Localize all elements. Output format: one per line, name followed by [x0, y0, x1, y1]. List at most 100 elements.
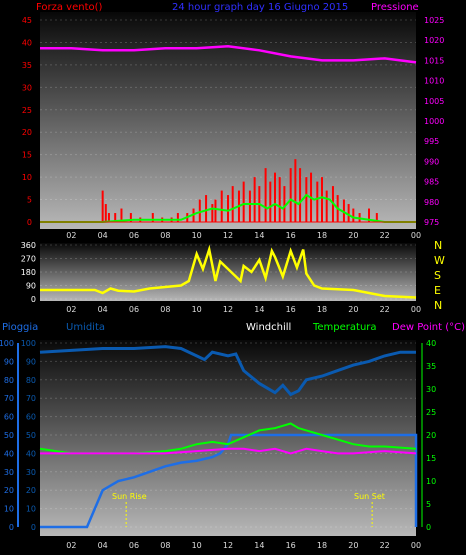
dir-label-s: S	[434, 269, 441, 282]
wind-x-tick-label: 08	[160, 231, 170, 240]
sunrise-label: Sun Rise	[112, 492, 147, 501]
direction-y-tick-label: 270	[21, 255, 36, 264]
pressure-y-tick-label: 975	[424, 218, 439, 227]
humidity-y-tick-label: 10	[26, 505, 36, 514]
rain-y-tick-label: 80	[4, 376, 14, 385]
pressure-axis-title: Pressione	[371, 2, 419, 13]
dir-label-n-bottom: N	[434, 299, 442, 312]
graph-title: 24 hour graph day 16 Giugno 2015	[172, 2, 348, 13]
climate-x-tick-label: 08	[160, 541, 170, 550]
wind-x-tick-label: 04	[98, 231, 108, 240]
direction-y-tick-label: 360	[21, 241, 36, 250]
rain-y-tick-label: 50	[4, 431, 14, 440]
climate-plot-area	[40, 340, 416, 536]
humidity-title: Umidita	[66, 322, 105, 333]
wind-y-tick-label: 10	[22, 173, 32, 182]
wind-bar	[289, 168, 292, 222]
wind-x-tick-label: 02	[66, 231, 76, 240]
humidity-y-tick-label: 90	[26, 357, 36, 366]
rain-y-tick-label: 10	[4, 505, 14, 514]
dir-label-e: E	[434, 284, 441, 297]
rain-y-tick-label: 90	[4, 357, 14, 366]
climate-x-tick-label: 22	[380, 541, 390, 550]
direction-x-tick-label: 00	[411, 305, 421, 314]
rain-y-tick-label: 30	[4, 468, 14, 477]
wind-bar	[269, 181, 272, 222]
temperature-series-line	[39, 422, 417, 455]
direction-x-tick-label: 16	[286, 305, 296, 314]
direction-x-tick-label: 06	[129, 305, 139, 314]
climate-x-tick-label: 02	[66, 541, 76, 550]
wind-bar	[198, 199, 201, 222]
wind-bar	[242, 181, 245, 222]
wind-bar	[205, 195, 208, 222]
climate-x-tick-label: 14	[254, 541, 264, 550]
wind-bar	[176, 213, 179, 222]
humidity-y-tick-label: 80	[26, 376, 36, 385]
temperature-y-tick-label: 30	[426, 385, 436, 394]
climate-x-tick-label: 16	[286, 541, 296, 550]
direction-x-tick-label: 08	[160, 305, 170, 314]
wind-bar	[151, 213, 154, 222]
climate-x-tick-label: 06	[129, 541, 139, 550]
wind-x-tick-label: 16	[286, 231, 296, 240]
pressure-y-tick-label: 1010	[424, 77, 444, 86]
wind-y-tick-label: 30	[22, 83, 32, 92]
wind-y-tick-label: 5	[27, 196, 32, 205]
direction-y-tick-label: 180	[21, 268, 36, 277]
temperature-y-tick-label: 15	[426, 454, 436, 463]
humidity-y-tick-label: 20	[26, 486, 36, 495]
wind-bar	[305, 177, 308, 222]
wind-bar	[299, 168, 302, 222]
direction-y-tick-label: 90	[26, 282, 36, 291]
wind-bar	[316, 181, 319, 222]
direction-x-tick-label: 02	[66, 305, 76, 314]
pressure-y-tick-label: 1025	[424, 16, 444, 25]
direction-y-tick-label: 0	[31, 295, 36, 304]
wind-bar	[211, 204, 214, 222]
temperature-y-tick-label: 20	[426, 431, 436, 440]
wind-x-tick-label: 20	[348, 231, 358, 240]
humidity-y-tick-label: 0	[31, 523, 36, 532]
humidity-y-tick-label: 60	[26, 413, 36, 422]
direction-x-tick-label: 10	[192, 305, 202, 314]
windchill-title: Windchill	[246, 322, 291, 333]
wind-bar	[375, 213, 378, 222]
temperature-y-tick-label: 5	[426, 500, 431, 509]
dewpoint-title: Dew Point (°C)	[392, 322, 465, 333]
temperature-y-tick-label: 40	[426, 339, 436, 348]
pressure-y-tick-label: 985	[424, 178, 439, 187]
rain-y-tick-label: 70	[4, 394, 14, 403]
pressure-y-tick-label: 980	[424, 198, 439, 207]
direction-series-line	[40, 244, 417, 299]
wind-bar	[231, 186, 234, 222]
direction-x-tick-label: 04	[98, 305, 108, 314]
wind-y-tick-label: 45	[22, 16, 32, 25]
wind-x-tick-label: 10	[192, 231, 202, 240]
pressure-y-tick-label: 1020	[424, 36, 444, 45]
wind-bar	[104, 204, 107, 222]
wind-y-tick-label: 25	[22, 106, 32, 115]
wind-bar	[129, 213, 132, 222]
wind-bar	[227, 195, 229, 222]
wind-bar	[368, 208, 370, 222]
direction-x-tick-label: 12	[223, 305, 233, 314]
wind-y-tick-label: 0	[27, 218, 32, 227]
rain-y-tick-label: 100	[0, 339, 14, 348]
climate-x-tick-label: 20	[348, 541, 358, 550]
wind-bar	[264, 168, 267, 222]
wind-x-tick-label: 18	[317, 231, 327, 240]
wind-bar	[253, 177, 256, 222]
wind-bar	[278, 177, 281, 222]
wind-axis-title: Forza vento()	[36, 2, 103, 13]
gust-series-line	[40, 193, 416, 223]
wind-y-tick-label: 40	[22, 38, 32, 47]
rain-y-tick-label: 0	[9, 523, 14, 532]
wind-bar	[294, 159, 297, 222]
wind-bar	[321, 177, 323, 222]
wind-y-tick-label: 15	[22, 151, 32, 160]
humidity-y-tick-label: 50	[26, 431, 36, 440]
dir-label-n-top: N	[434, 239, 442, 252]
wind-bar	[248, 190, 251, 222]
